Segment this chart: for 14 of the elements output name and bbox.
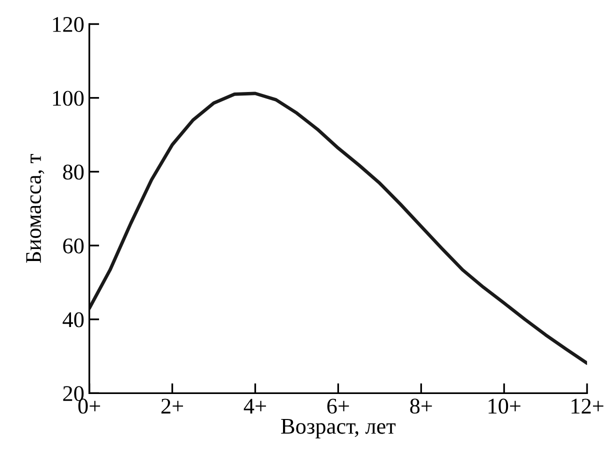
line-series xyxy=(89,92,588,365)
y-tick-label: 100 xyxy=(53,90,84,106)
x-tick-label: 10+ xyxy=(488,398,520,414)
x-tick-label: 2+ xyxy=(161,398,184,414)
y-tick-label: 80 xyxy=(63,164,84,180)
x-tick-label: 6+ xyxy=(327,398,349,414)
x-axis-title: Возраст, лет xyxy=(281,419,396,438)
x-tick-label: 8+ xyxy=(410,398,432,414)
y-tick-label: 60 xyxy=(63,238,84,254)
y-tick-label: 120 xyxy=(53,16,84,32)
x-tick-label: 4+ xyxy=(244,398,266,414)
x-tick-label: 12+ xyxy=(572,398,604,414)
y-tick-label: 40 xyxy=(62,312,84,328)
y-axis-title: Биомасса, т xyxy=(26,154,44,263)
